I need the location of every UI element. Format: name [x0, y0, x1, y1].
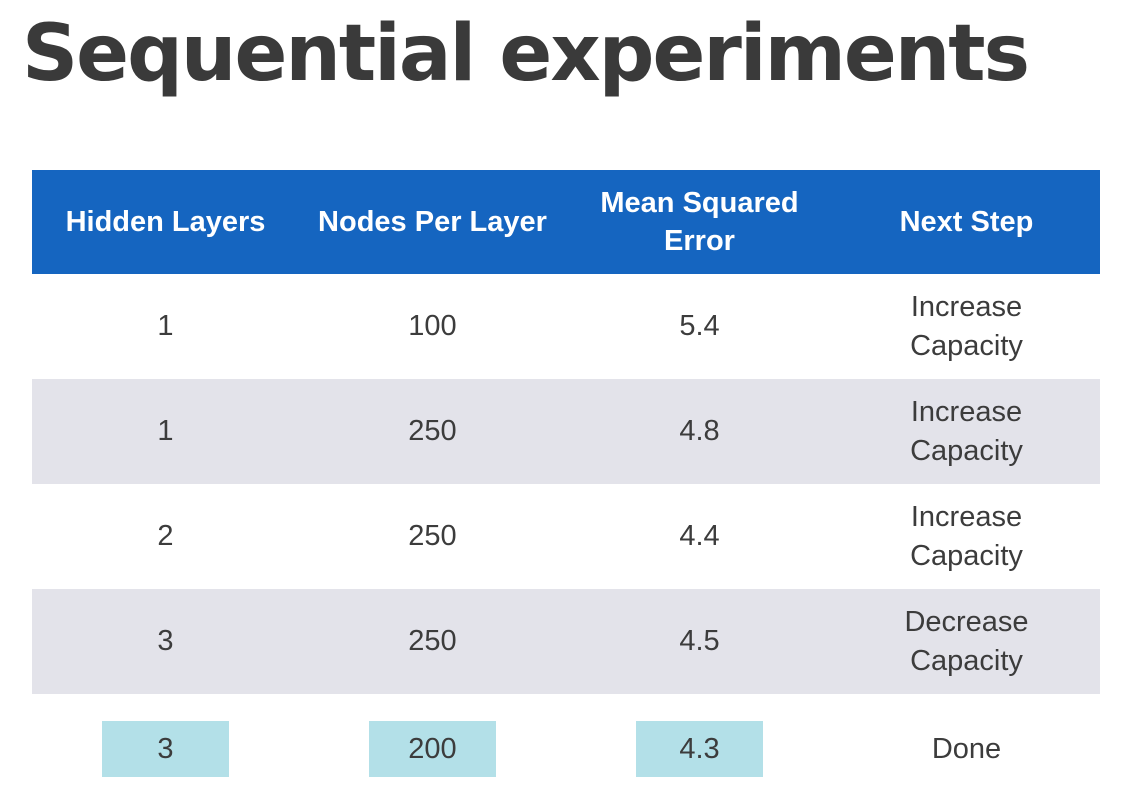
cell-hidden-layers: 1	[157, 310, 174, 342]
cell-hidden-layers: 3	[157, 625, 174, 657]
table-row: 2 250 4.4 Increase Capacity	[32, 484, 1100, 589]
header-mean-squared-error: Mean Squared Error	[566, 170, 833, 274]
cell-nodes-per-layer: 250	[408, 625, 457, 657]
header-mse-line1: Mean Squared	[600, 187, 799, 219]
slide-title: Sequential experiments	[22, 9, 1030, 99]
cell-next-step-final: Done	[931, 732, 1002, 765]
header-hidden-layers: Hidden Layers	[65, 206, 266, 238]
next-step-text: Increase Capacity	[910, 290, 1023, 362]
table-row: 3 250 4.5 Decrease Capacity	[32, 589, 1100, 694]
table-row: 1 100 5.4 Increase Capacity	[32, 274, 1100, 379]
highlight-chip: 3	[102, 721, 229, 777]
next-step-text: Decrease Capacity	[904, 605, 1029, 677]
table-row: 1 250 4.8 Increase Capacity	[32, 379, 1100, 484]
cell-nodes-per-layer: 100	[408, 310, 457, 342]
table-row-final: 3 200 4.3 Done	[32, 694, 1100, 804]
cell-hidden-layers: 2	[157, 520, 174, 552]
cell-mse: 5.4	[679, 310, 720, 342]
highlight-chip: 200	[369, 721, 496, 777]
experiments-table: Hidden Layers Nodes Per Layer Mean Squar…	[32, 170, 1100, 804]
table-header-row: Hidden Layers Nodes Per Layer Mean Squar…	[32, 170, 1100, 274]
cell-next-step: Increase Capacity	[833, 274, 1100, 379]
cell-mse: 4.4	[679, 520, 720, 552]
cell-nodes-per-layer-final: 200	[299, 721, 566, 777]
next-step-text: Increase Capacity	[910, 395, 1023, 467]
cell-hidden-layers: 1	[157, 415, 174, 447]
header-next-step: Next Step	[899, 206, 1034, 238]
cell-next-step: Decrease Capacity	[833, 589, 1100, 694]
cell-mse-final: 4.3	[566, 721, 833, 777]
next-step-text: Increase Capacity	[910, 500, 1023, 572]
cell-nodes-per-layer: 250	[408, 520, 457, 552]
highlight-chip: 4.3	[636, 721, 763, 777]
cell-mse: 4.5	[679, 625, 720, 657]
cell-next-step: Increase Capacity	[833, 379, 1100, 484]
cell-hidden-layers-final: 3	[32, 721, 299, 777]
cell-next-step: Increase Capacity	[833, 484, 1100, 589]
header-nodes-per-layer: Nodes Per Layer	[318, 206, 547, 238]
cell-nodes-per-layer: 250	[408, 415, 457, 447]
header-mse-line2: Error	[664, 225, 735, 257]
cell-mse: 4.8	[679, 415, 720, 447]
